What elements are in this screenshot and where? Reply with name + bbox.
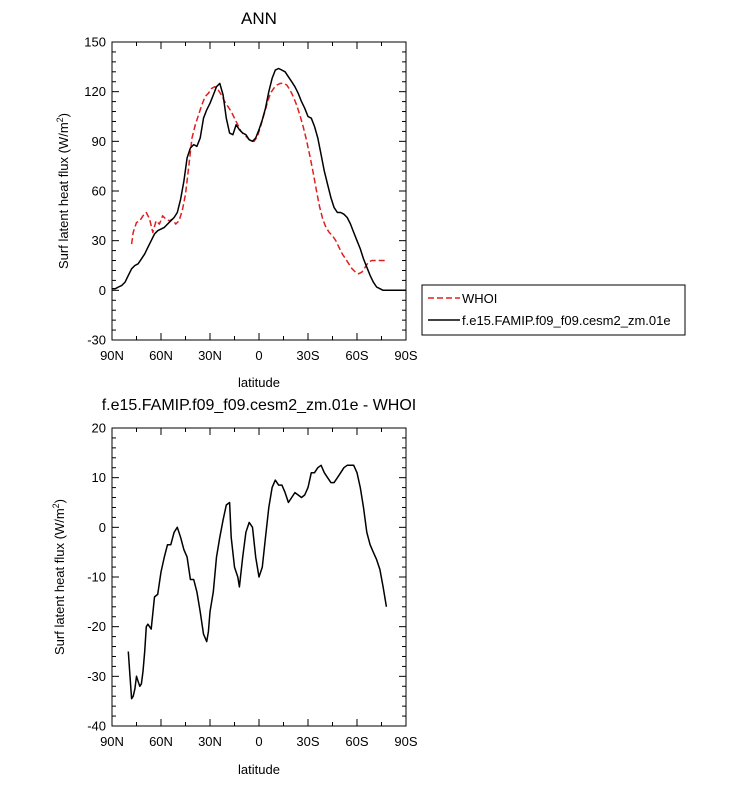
top-ytick-label: 150: [84, 35, 106, 50]
bottom-xtick-label: 30N: [198, 734, 222, 749]
bottom-ticks-group: 90N 60N 30N 0 30S 60S 90S -40 -30 -20 -10 0 10 20: [87, 421, 418, 750]
top-ytick-label: 90: [92, 134, 106, 149]
top-xtick-label: 30N: [198, 348, 222, 363]
bottom-y-axis-label: Surf latent heat flux (W/m2): [51, 499, 67, 655]
top-ytick-label: 120: [84, 84, 106, 99]
bottom-xtick-label: 90S: [394, 734, 417, 749]
top-ytick-label: 30: [92, 233, 106, 248]
top-chart-title: ANN: [241, 9, 277, 28]
top-y-axis-label: Surf latent heat flux (W/m2): [55, 113, 71, 269]
top-y-label-sup: 2: [55, 117, 65, 122]
bottom-ytick-label: 10: [92, 470, 106, 485]
bottom-ytick-label: -40: [87, 719, 106, 734]
bottom-ytick-label: 0: [99, 520, 106, 535]
bottom-series-line-difference: [127, 464, 388, 700]
bottom-ytick-label: 20: [92, 421, 106, 436]
legend: WHOI f.e15.FAMIP.f09_f09.cesm2_zm.01e: [421, 284, 686, 336]
bottom-ytick-label: -10: [87, 570, 106, 585]
bottom-y-label-close: ): [52, 499, 67, 503]
bottom-ytick-label: -20: [87, 619, 106, 634]
top-ytick-label: 60: [92, 184, 106, 199]
bottom-chart-title: f.e15.FAMIP.f09_f09.cesm2_zm.01e - WHOI: [102, 397, 417, 414]
legend-box: [421, 284, 686, 336]
top-y-label-main: Surf latent heat flux (W/m: [56, 122, 71, 269]
bottom-xtick-label: 60S: [345, 734, 368, 749]
top-panel: ANN 90N 60N 30N 0 30S 60S 90S-300306090120150 …: [55, 9, 418, 390]
bottom-ytick-label: -30: [87, 669, 106, 684]
top-xtick-label: 60N: [149, 348, 173, 363]
bottom-xtick-label: 30S: [296, 734, 319, 749]
top-ticks-group: 90N 60N 30N 0 30S 60S 90S -30 0 30 60 90 120 150: [84, 35, 418, 364]
bottom-y-label-sup: 2: [51, 503, 61, 508]
bottom-y-label-main: Surf latent heat flux (W/m: [52, 508, 67, 655]
top-series-line-model: [112, 67, 406, 292]
top-xtick-label: 0: [255, 348, 262, 363]
top-series-group: [112, 67, 406, 292]
bottom-xtick-label: 60N: [149, 734, 173, 749]
top-xtick-label: 60S: [345, 348, 368, 363]
top-xtick-label: 90N: [100, 348, 124, 363]
legend-label-whoi: WHOI: [462, 291, 497, 306]
legend-label-model: f.e15.FAMIP.f09_f09.cesm2_zm.01e: [462, 313, 671, 328]
top-xtick-label: 90S: [394, 348, 417, 363]
top-y-label-close: ): [56, 113, 71, 117]
bottom-panel: f.e15.FAMIP.f09_f09.cesm2_zm.01e - WHOI …: [51, 397, 418, 777]
top-xtick-label: 30S: [296, 348, 319, 363]
top-x-axis-label: latitude: [238, 375, 280, 390]
bottom-series-group: [127, 464, 388, 700]
top-ytick-label: 0: [99, 283, 106, 298]
bottom-xtick-label: 90N: [100, 734, 124, 749]
bottom-x-axis-label: latitude: [238, 762, 280, 777]
top-ytick-label: -30: [87, 333, 106, 348]
bottom-xtick-label: 0: [255, 734, 262, 749]
